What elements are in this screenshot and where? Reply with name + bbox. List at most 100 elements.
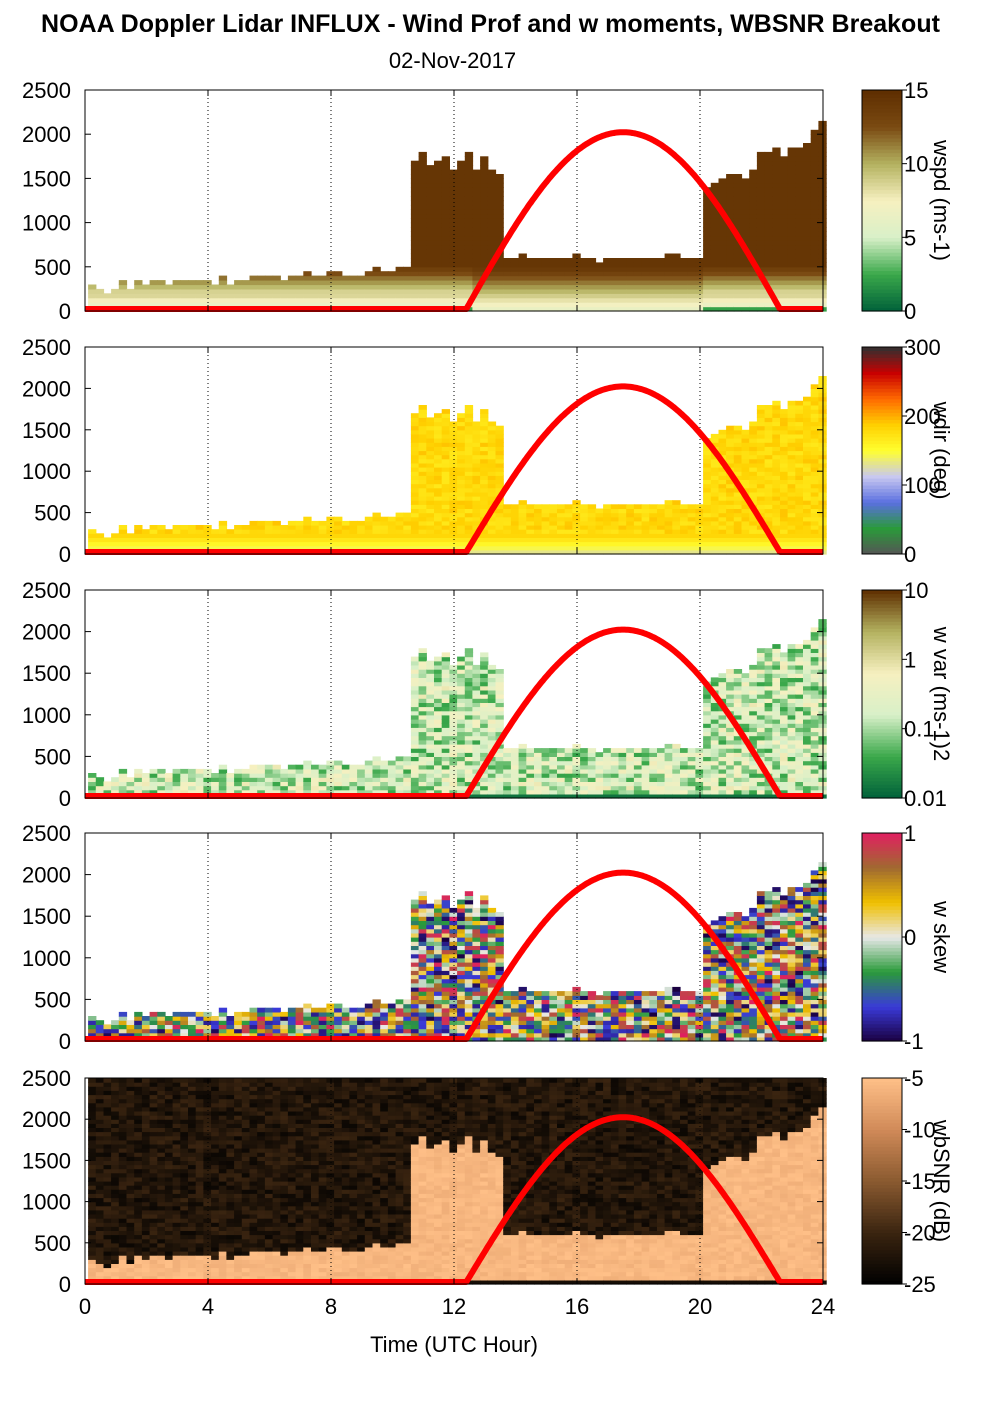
heatmap-cell	[295, 293, 304, 299]
colorbar-cell	[862, 360, 902, 365]
heatmap-cell	[349, 525, 358, 530]
heatmap-cell	[341, 781, 351, 787]
heatmap-cell	[257, 293, 266, 299]
colorbar-cell	[862, 101, 902, 106]
heatmap-cell	[772, 529, 781, 534]
heatmap-cell	[157, 537, 166, 543]
heatmap-cell	[464, 525, 474, 530]
heatmap-cell	[810, 529, 819, 534]
heatmap-cell	[657, 773, 666, 778]
heatmap-cell	[549, 262, 558, 268]
heatmap-cell	[426, 545, 435, 551]
heatmap-cell	[426, 249, 435, 255]
heatmap-cell	[518, 789, 527, 795]
heatmap-cell	[703, 545, 712, 551]
heatmap-cell	[334, 520, 343, 526]
heatmap-cell	[380, 764, 389, 770]
heatmap-cell	[172, 541, 181, 547]
heatmap-cell	[480, 660, 489, 666]
heatmap-cell	[380, 275, 389, 281]
heatmap-cell	[741, 525, 750, 530]
heatmap-cell	[480, 187, 489, 193]
heatmap-cell	[518, 533, 527, 538]
heatmap-cell	[710, 735, 720, 741]
heatmap-cell	[726, 525, 735, 530]
heatmap-cell	[395, 284, 404, 290]
heatmap-cell	[434, 529, 443, 534]
heatmap-cell	[726, 677, 735, 683]
heatmap-cell	[803, 169, 812, 175]
heatmap-cell	[749, 487, 758, 493]
heatmap-cell	[457, 487, 466, 493]
heatmap-cell	[172, 533, 181, 538]
heatmap-cell	[795, 706, 804, 712]
heatmap-cell	[457, 660, 466, 666]
heatmap-cell	[518, 288, 527, 294]
heatmap-cell	[249, 275, 258, 281]
heatmap-cell	[495, 209, 504, 215]
heatmap-cell	[580, 764, 589, 770]
heatmap-cell	[418, 789, 427, 795]
heatmap-cell	[726, 487, 735, 493]
heatmap-cell	[780, 191, 789, 197]
heatmap-cell	[487, 433, 497, 439]
heatmap-cell	[756, 151, 766, 157]
heatmap-cell	[480, 209, 489, 215]
heatmap-cell	[441, 160, 450, 166]
heatmap-cell	[118, 781, 128, 787]
heatmap-cell	[518, 768, 527, 774]
heatmap-cell	[495, 694, 504, 699]
heatmap-cell	[372, 512, 381, 518]
heatmap-cell	[118, 280, 128, 286]
heatmap-cell	[626, 271, 635, 277]
heatmap-cell	[434, 756, 443, 762]
heatmap-cell	[749, 174, 758, 179]
heatmap-cell	[787, 685, 796, 691]
heatmap-cell	[441, 681, 450, 687]
heatmap-cell	[764, 425, 773, 431]
heatmap-cell	[487, 785, 497, 791]
heatmap-cell	[441, 773, 450, 778]
heatmap-cell	[410, 723, 420, 728]
heatmap-cell	[726, 174, 735, 179]
heatmap-cell	[487, 209, 497, 215]
heatmap-cell	[726, 781, 735, 787]
heatmap-cell	[380, 785, 389, 791]
heatmap-cell	[641, 748, 650, 753]
heatmap-cell	[487, 706, 497, 712]
heatmap-cell	[264, 533, 274, 538]
heatmap-cell	[549, 748, 558, 753]
heatmap-cell	[418, 520, 427, 526]
heatmap-cell	[787, 525, 796, 530]
heatmap-cell	[434, 781, 443, 787]
heatmap-cell	[487, 182, 497, 188]
heatmap-cell	[664, 756, 673, 762]
heatmap-cell	[764, 702, 773, 708]
heatmap-cell	[664, 271, 673, 277]
heatmap-cell	[249, 781, 258, 787]
heatmap-cell	[641, 284, 650, 290]
colorbar-cell	[862, 353, 902, 358]
heatmap-cell	[526, 545, 535, 551]
heatmap-cell	[472, 677, 481, 683]
heatmap-cell	[772, 710, 781, 716]
heatmap-cell	[457, 231, 466, 237]
colorbar-cell	[862, 97, 902, 102]
heatmap-cell	[680, 529, 689, 534]
heatmap-cell	[787, 288, 796, 294]
heatmap-cell	[318, 297, 327, 303]
heatmap-cell	[118, 785, 128, 791]
heatmap-cell	[795, 262, 804, 268]
heatmap-cell	[410, 669, 420, 674]
heatmap-cell	[441, 249, 450, 255]
heatmap-cell	[726, 275, 735, 281]
heatmap-cell	[103, 302, 112, 308]
heatmap-cell	[441, 284, 450, 290]
heatmap-cell	[480, 442, 489, 447]
heatmap-cell	[487, 475, 497, 480]
heatmap-cell	[772, 191, 781, 197]
heatmap-cell	[780, 487, 789, 493]
heatmap-cell	[164, 773, 174, 778]
heatmap-cell	[710, 773, 720, 778]
heatmap-cell	[803, 454, 812, 460]
